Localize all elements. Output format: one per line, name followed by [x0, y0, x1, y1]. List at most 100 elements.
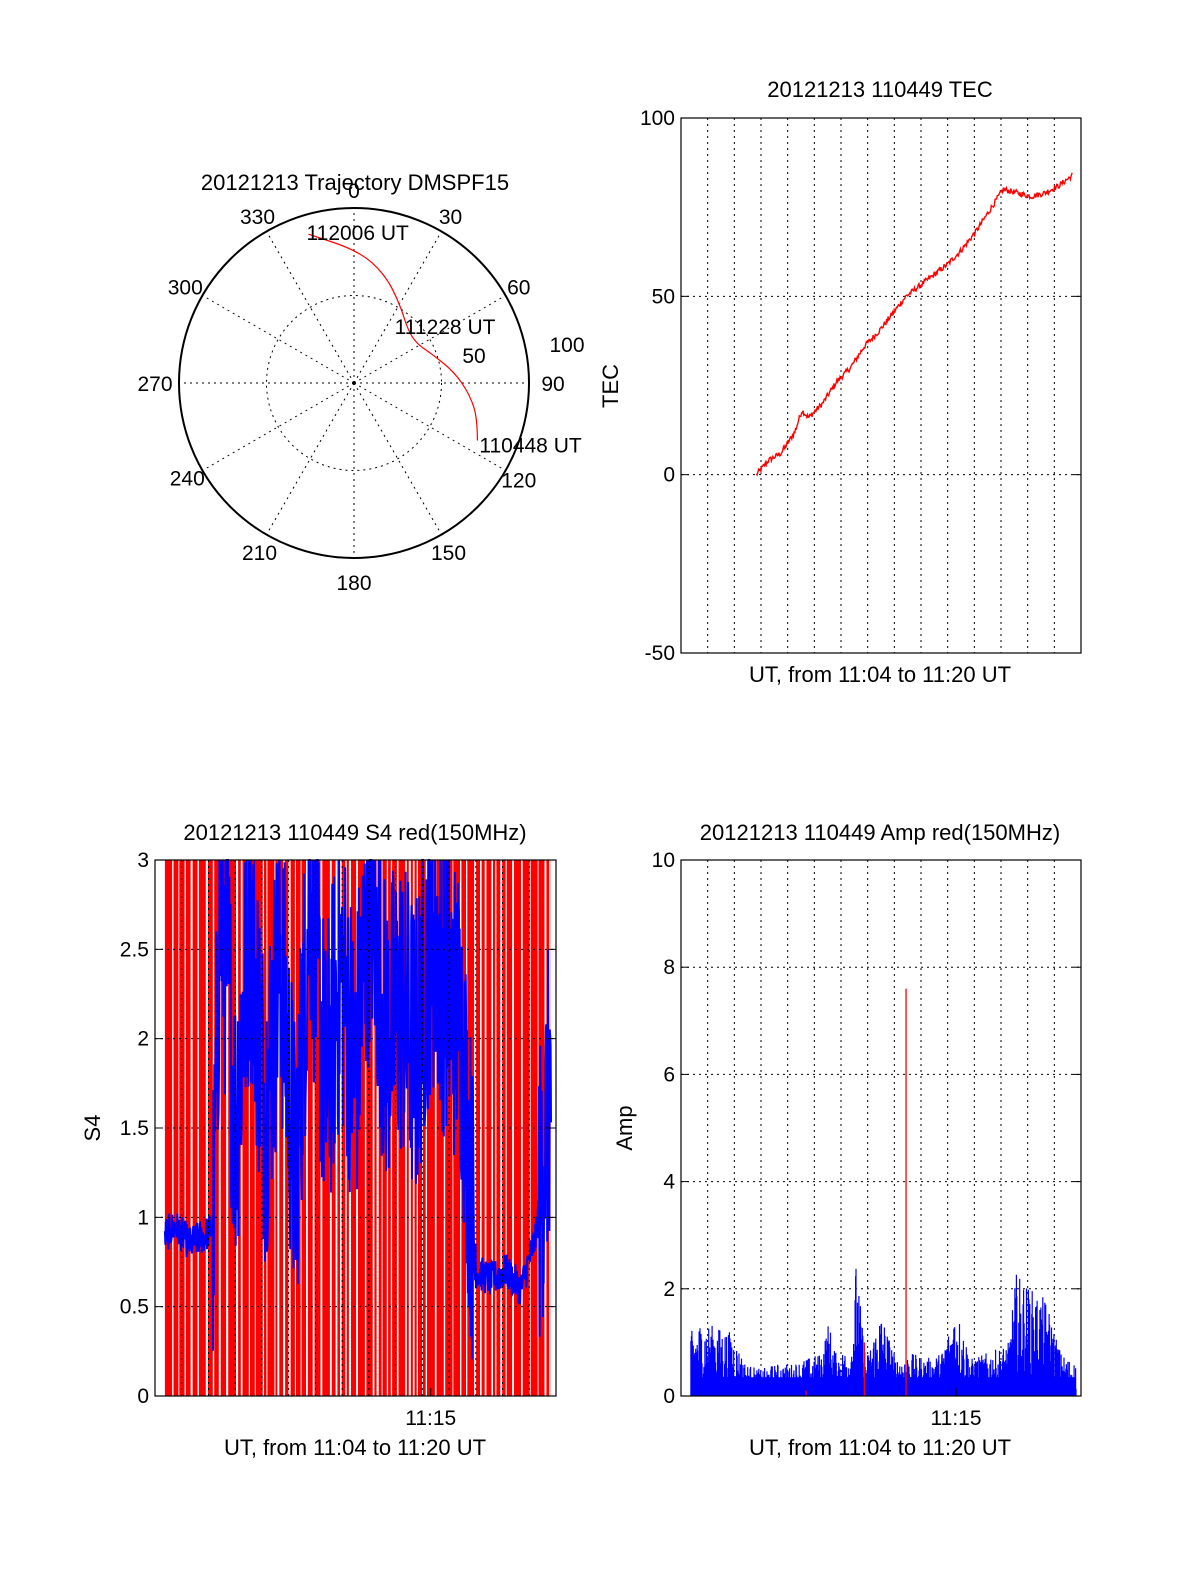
polar-spoke [202, 382, 355, 471]
s4-red-bar [378, 860, 382, 1396]
amp-xtick-label: 11:15 [931, 1407, 982, 1430]
amp-ytick-label: 8 [663, 956, 675, 979]
amp-y-ticks: 0 2 4 6 8 10 [652, 849, 1081, 1408]
tec-ytick-label: 50 [652, 285, 675, 308]
tec-frame [680, 117, 1082, 654]
azimuth-label: 240 [170, 468, 205, 491]
azimuth-label: 300 [168, 277, 203, 300]
tec-title: 20121213 110449 TEC [767, 77, 993, 102]
tec-x-label: UT, from 11:04 to 11:20 UT [749, 662, 1011, 687]
s4-blue-series [163, 859, 552, 1360]
panel-s4: 20121213 110449 S4 red(150MHz) 0 0.5 1 1.5 2… [80, 820, 557, 1460]
tec-ytick-label: 100 [640, 107, 675, 130]
amp-red-series [805, 988, 907, 1396]
polar-labels: 0 30 60 90 120 150 180 210 240 270 300 330 50 100 [137, 180, 584, 595]
azimuth-label: 90 [541, 373, 564, 396]
polar-spoke [353, 231, 442, 384]
amp-ytick-label: 6 [663, 1063, 675, 1086]
polar-spoke [353, 382, 442, 535]
s4-title: 20121213 110449 S4 red(150MHz) [183, 820, 526, 845]
amp-blue-trace [690, 1268, 1077, 1396]
amp-x-label: UT, from 11:04 to 11:20 UT [749, 1435, 1011, 1460]
s4-red-bar [522, 860, 530, 1396]
s4-ytick-label: 0.5 [120, 1296, 149, 1319]
s4-ytick-label: 3 [137, 849, 149, 872]
amp-ytick-label: 10 [652, 849, 675, 872]
s4-x-label: UT, from 11:04 to 11:20 UT [224, 1435, 486, 1460]
s4-xtick-label: 11:15 [405, 1407, 456, 1430]
panel-trajectory: 20121213 Trajectory DMSPF15 0 30 60 90 120 15… [137, 170, 584, 595]
panel-amp: 20121213 110449 Amp red(150MHz) 0246810 … [612, 820, 1082, 1460]
s4-red-bar [301, 860, 306, 1396]
amp-ytick-label: 0 [663, 1385, 675, 1408]
s4-grid [155, 860, 556, 1396]
tec-y-ticks: -50 0 50 100 [640, 107, 1081, 665]
tec-series-line [755, 172, 1073, 477]
amp-ytick-label: 4 [663, 1171, 675, 1194]
s4-red-bar [493, 860, 496, 1396]
azimuth-label: 150 [431, 542, 466, 565]
s4-red-bar [173, 860, 179, 1396]
amp-x-ticks: 11:15 [931, 1388, 982, 1430]
polar-grid [178, 207, 530, 559]
amp-grid [681, 860, 1081, 1396]
s4-red-bar [341, 860, 346, 1396]
s4-red-bar [476, 860, 480, 1396]
azimuth-label: 0 [348, 180, 360, 203]
s4-ytick-label: 1 [137, 1206, 149, 1229]
s4-y-label: S4 [80, 1115, 105, 1142]
amp-y-label: Amp [612, 1105, 637, 1150]
polar-spoke [266, 231, 355, 384]
azimuth-label: 30 [439, 206, 462, 229]
azimuth-label: 330 [240, 206, 275, 229]
trajectory-annotation: 112006 UT [307, 222, 410, 245]
trajectory-annotation: 110448 UT [479, 435, 582, 458]
azimuth-label: 120 [501, 470, 536, 493]
s4-ytick-label: 2 [137, 1028, 149, 1051]
s4-red-bar [436, 860, 444, 1396]
tec-grid [681, 118, 1081, 653]
amp-blue-series [690, 1268, 1077, 1396]
s4-ytick-label: 1.5 [120, 1117, 149, 1140]
amp-ytick-label: 2 [663, 1278, 675, 1301]
polar-mid-ring [266, 295, 442, 471]
polar-spoke [353, 382, 506, 471]
s4-red-bar [179, 860, 185, 1396]
trajectory-title: 20121213 Trajectory DMSPF15 [201, 170, 509, 195]
s4-red-bar [198, 860, 206, 1396]
s4-red-bar [392, 860, 397, 1396]
trajectory-annotations: 112006 UT 111228 UT 110448 UT [307, 222, 582, 457]
azimuth-label: 270 [137, 373, 172, 396]
amp-frame [680, 859, 1082, 1397]
s4-red-bar [366, 860, 373, 1396]
s4-red-bar [445, 860, 453, 1396]
tec-ytick-label: 0 [663, 464, 675, 487]
s4-red-bar [374, 860, 377, 1396]
s4-x-ticks: 11:15 [405, 1388, 456, 1430]
trajectory-annotation: 111228 UT [395, 316, 496, 339]
amp-title: 20121213 110449 Amp red(150MHz) [700, 820, 1060, 845]
s4-ytick-label: 2.5 [120, 938, 149, 961]
azimuth-label: 60 [507, 277, 530, 300]
s4-red-bar [192, 860, 198, 1396]
trajectory-line [308, 233, 478, 441]
s4-red-bar [358, 860, 365, 1396]
s4-red-bar [422, 860, 426, 1396]
s4-red-bar [185, 860, 191, 1396]
elevation-label: 50 [462, 345, 485, 368]
elevation-label: 100 [549, 334, 584, 357]
tec-y-label: TEC [598, 364, 623, 408]
s4-red-bar [481, 860, 485, 1396]
polar-spoke [266, 382, 355, 535]
panel-tec: 20121213 110449 TEC -50 0 50 100 UT, from 1… [598, 77, 1082, 687]
azimuth-label: 180 [336, 572, 371, 595]
polar-spoke [353, 295, 506, 384]
tec-ytick-label: -50 [645, 642, 675, 665]
s4-ytick-label: 0 [137, 1385, 149, 1408]
s4-red-bar [514, 860, 521, 1396]
s4-red-bar [307, 860, 313, 1396]
amp-blue-floor [690, 1377, 1077, 1396]
polar-spoke [202, 295, 355, 384]
azimuth-label: 210 [242, 542, 277, 565]
